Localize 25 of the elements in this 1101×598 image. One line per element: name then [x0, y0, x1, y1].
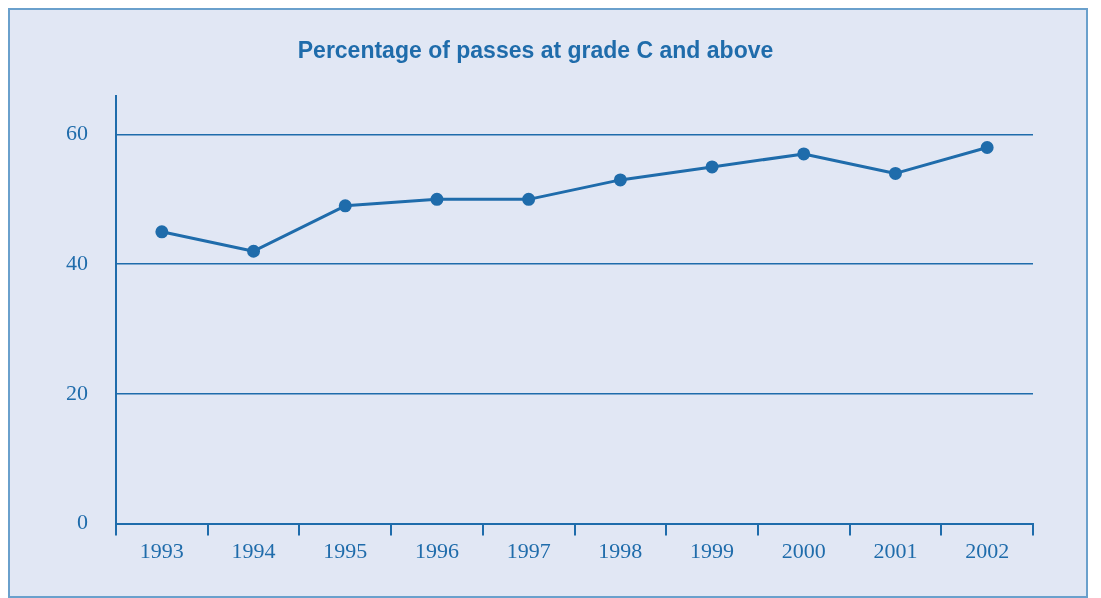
point [522, 192, 536, 206]
point [155, 225, 169, 239]
point [338, 199, 352, 213]
point [980, 140, 994, 154]
x-tick-label: 1994 [231, 537, 276, 563]
point [705, 160, 719, 174]
x-tick-label: 1996 [414, 537, 459, 563]
x-tick-label: 2002 [965, 537, 1010, 563]
x-tick-label: 1993 [139, 537, 184, 563]
y-tick-label: 40 [66, 249, 88, 275]
point [247, 244, 261, 258]
x-tick-label: 2001 [873, 537, 918, 563]
x-tick-label: 2000 [781, 537, 826, 563]
point [797, 147, 811, 161]
point [888, 166, 902, 180]
chart-title: Percentage of passes at grade C and above [297, 37, 774, 64]
point [613, 173, 627, 187]
x-tick-label: 1998 [598, 537, 643, 563]
y-tick-label: 60 [66, 120, 88, 146]
x-tick-label: 1999 [690, 537, 735, 563]
point [430, 192, 444, 206]
y-tick-label: 0 [77, 509, 88, 535]
x-tick-label: 1997 [506, 537, 551, 563]
y-tick-label: 20 [66, 379, 88, 405]
x-tick-label: 1995 [323, 537, 368, 563]
